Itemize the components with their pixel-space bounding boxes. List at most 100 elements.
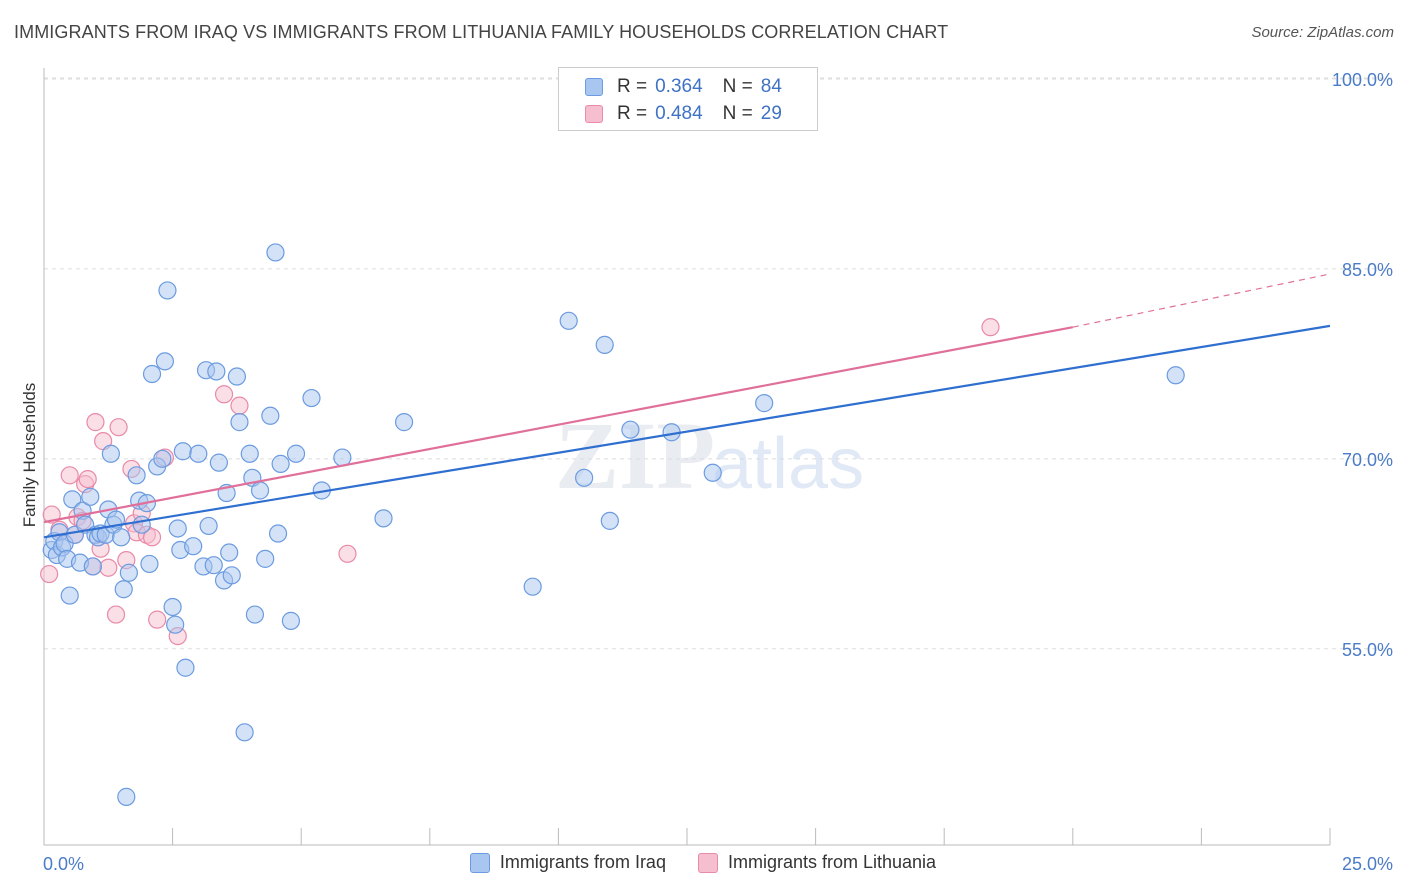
iraq-point — [204, 556, 223, 575]
iraq-point — [119, 563, 138, 582]
iraq-point — [755, 394, 774, 413]
iraq-point — [222, 566, 241, 585]
iraq-point — [266, 243, 285, 262]
legend: R = 0.364 N = 84 R = 0.484 N = 29 — [558, 67, 818, 131]
watermark: ZIP atlas — [555, 402, 864, 509]
iraq-point — [153, 449, 172, 468]
trend-lines — [43, 273, 1331, 539]
bottom-legend-swatch-lithuania — [697, 852, 718, 873]
legend-r-label: R = — [617, 76, 648, 97]
grid-lines — [44, 77, 1395, 650]
bottom-legend-iraq: Immigrants from Iraq — [469, 852, 666, 873]
lithuania-point — [109, 418, 128, 437]
iraq-point — [523, 577, 542, 596]
iraq-point — [112, 528, 131, 547]
iraq-point — [268, 524, 288, 543]
legend-swatch-iraq — [585, 78, 603, 96]
bottom-legend-label-iraq: Immigrants from Iraq — [499, 852, 666, 872]
legend-row-lithuania: R = 0.484 N = 29 — [585, 102, 782, 126]
legend-n-value: 84 — [760, 76, 782, 97]
iraq-point — [575, 468, 594, 487]
legend-r-value: 0.484 — [655, 103, 703, 124]
y-tick-label: 85.0% — [1342, 260, 1393, 280]
lithuania-trend-line — [43, 326, 1074, 524]
lithuania-point — [78, 469, 97, 489]
iraq-point — [60, 586, 79, 605]
iraq-point — [281, 611, 301, 630]
iraq-point — [621, 420, 640, 439]
iraq-point — [132, 515, 151, 534]
iraq-point — [703, 463, 722, 482]
iraq-point — [394, 413, 414, 432]
iraq-point — [600, 511, 619, 530]
iraq-point — [155, 352, 174, 371]
legend-n-label: N = — [722, 76, 753, 97]
iraq-point — [158, 281, 177, 300]
iraq-point — [256, 549, 275, 568]
legend-swatch-lithuania — [585, 105, 603, 123]
iraq-point — [261, 406, 280, 425]
lithuania-point — [148, 610, 167, 629]
lithuania-point — [214, 385, 234, 404]
iraq-point — [83, 557, 102, 576]
source-credit: Source: ZipAtlas.com — [1251, 24, 1394, 41]
iraq-point — [127, 466, 146, 485]
x-tick-label: 0.0% — [43, 854, 84, 874]
lithuania-point — [981, 318, 1000, 337]
legend-r-label: R = — [617, 103, 648, 124]
iraq-point — [1166, 366, 1185, 385]
lithuania-point — [230, 396, 249, 415]
iraq-point — [163, 597, 182, 617]
iraq-point — [176, 658, 195, 677]
svg-text:ZIP: ZIP — [555, 402, 715, 509]
iraq-point — [227, 367, 246, 386]
lithuania-point — [86, 413, 105, 432]
iraq-point — [199, 516, 218, 536]
y-tick-label: 100.0% — [1332, 70, 1393, 90]
iraq-point — [235, 723, 254, 742]
iraq-point — [302, 388, 321, 408]
iraq-point — [559, 311, 578, 330]
x-tick-label: 25.0% — [1342, 854, 1393, 874]
legend-n-label: N = — [722, 103, 753, 124]
iraq-point — [209, 453, 228, 472]
iraq-point — [595, 335, 614, 354]
lithuania-point — [142, 528, 162, 547]
bottom-legend-label-lithuania: Immigrants from Lithuania — [727, 852, 937, 872]
chart-title: IMMIGRANTS FROM IRAQ VS IMMIGRANTS FROM … — [14, 22, 949, 42]
iraq-point — [220, 543, 239, 562]
iraq-point — [166, 615, 185, 634]
iraq-point — [240, 444, 259, 463]
iraq-point — [142, 364, 162, 384]
iraq-point — [374, 509, 393, 528]
iraq-point — [250, 481, 270, 500]
lithuania-point — [60, 466, 79, 485]
iraq-point — [184, 537, 203, 556]
legend-r-value: 0.364 — [655, 76, 703, 97]
iraq-point — [245, 605, 265, 624]
iraq-point — [63, 490, 82, 509]
bottom-legend-lithuania: Immigrants from Lithuania — [697, 852, 937, 873]
series-iraq-points — [42, 243, 1185, 806]
iraq-point — [101, 444, 120, 463]
bottom-legend-swatch-iraq — [469, 852, 490, 873]
iraq-point — [168, 519, 187, 538]
legend-n-value: 29 — [760, 103, 782, 124]
lithuania-trend-extension — [1072, 273, 1331, 328]
bottom-legend: Immigrants from Iraq Immigrants from Lit… — [0, 852, 1406, 873]
y-tick-label: 55.0% — [1342, 640, 1393, 660]
iraq-trend-line — [43, 324, 1331, 539]
legend-row-iraq: R = 0.364 N = 84 — [585, 75, 782, 99]
iraq-point — [286, 444, 306, 463]
lithuania-point — [338, 544, 357, 563]
y-axis-title: Family Households — [20, 383, 39, 528]
axes — [43, 68, 1331, 846]
iraq-point — [189, 444, 208, 463]
svg-text:atlas: atlas — [712, 424, 864, 504]
iraq-point — [117, 787, 136, 806]
tick-labels: 55.0% 70.0% 85.0% 100.0% 0.0% 25.0% Family Hou… — [20, 70, 1393, 874]
iraq-point — [81, 487, 100, 506]
lithuania-point — [106, 605, 126, 624]
iraq-point — [230, 413, 249, 432]
